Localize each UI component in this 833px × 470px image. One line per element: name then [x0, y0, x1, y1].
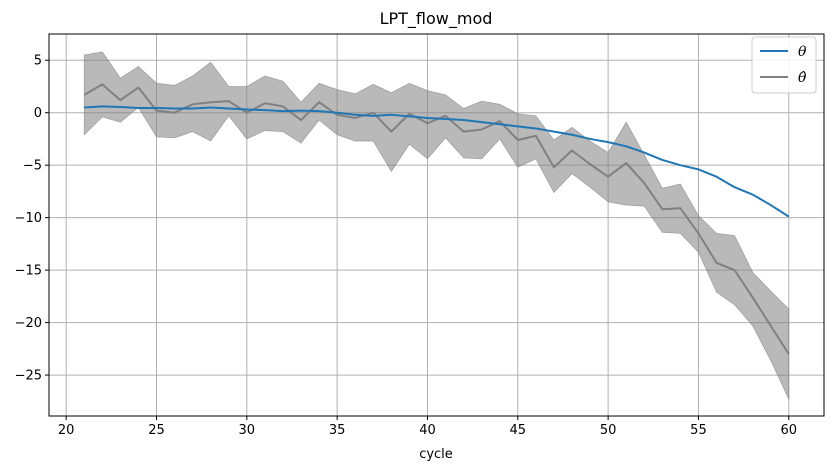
theta-series-line — [84, 105, 790, 218]
x-tick-label: 35 — [329, 423, 346, 438]
legend-label-theta: θ — [798, 44, 807, 60]
series-lines — [83, 83, 790, 355]
y-tick-label: −10 — [15, 211, 42, 226]
x-tick-label: 60 — [780, 423, 797, 438]
y-tick-label: −15 — [15, 264, 42, 279]
x-tick-label: 20 — [58, 423, 75, 438]
theta-hat-series-line — [83, 83, 790, 355]
x-tick-label: 55 — [690, 423, 707, 438]
x-tick-label: 30 — [239, 423, 256, 438]
x-axis-ticks: 20 25 30 35 40 45 50 55 60 — [58, 416, 797, 438]
chart-title: LPT_flow_mod — [380, 9, 493, 29]
x-tick-label: 45 — [510, 423, 527, 438]
y-tick-label: 0 — [34, 106, 42, 121]
legend: θ θ̂ — [751, 36, 817, 94]
y-axis-ticks: 5 0 −5 −10 −15 −20 −25 — [15, 54, 49, 384]
y-tick-label: 5 — [34, 54, 42, 69]
x-tick-label: 40 — [419, 423, 436, 438]
legend-label-theta-hat: θ̂ — [798, 70, 807, 86]
confidence-band — [83, 51, 790, 400]
plot-frame — [48, 33, 825, 417]
y-tick-label: −20 — [15, 316, 42, 331]
x-tick-label: 50 — [600, 423, 617, 438]
y-tick-label: −25 — [15, 369, 42, 384]
theta-hat-uncertainty-band — [83, 51, 790, 400]
y-tick-label: −5 — [23, 159, 42, 174]
x-axis-label: cycle — [419, 447, 453, 462]
x-tick-label: 25 — [148, 423, 165, 438]
